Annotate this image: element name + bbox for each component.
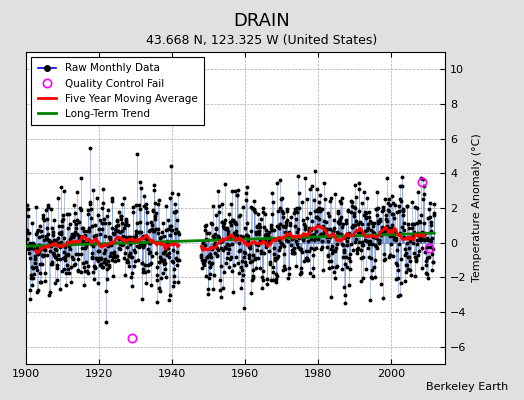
- Legend: Raw Monthly Data, Quality Control Fail, Five Year Moving Average, Long-Term Tren: Raw Monthly Data, Quality Control Fail, …: [31, 57, 204, 125]
- Text: Berkeley Earth: Berkeley Earth: [426, 382, 508, 392]
- Text: 43.668 N, 123.325 W (United States): 43.668 N, 123.325 W (United States): [146, 34, 378, 47]
- Y-axis label: Temperature Anomaly (°C): Temperature Anomaly (°C): [472, 134, 482, 282]
- Text: DRAIN: DRAIN: [234, 12, 290, 30]
